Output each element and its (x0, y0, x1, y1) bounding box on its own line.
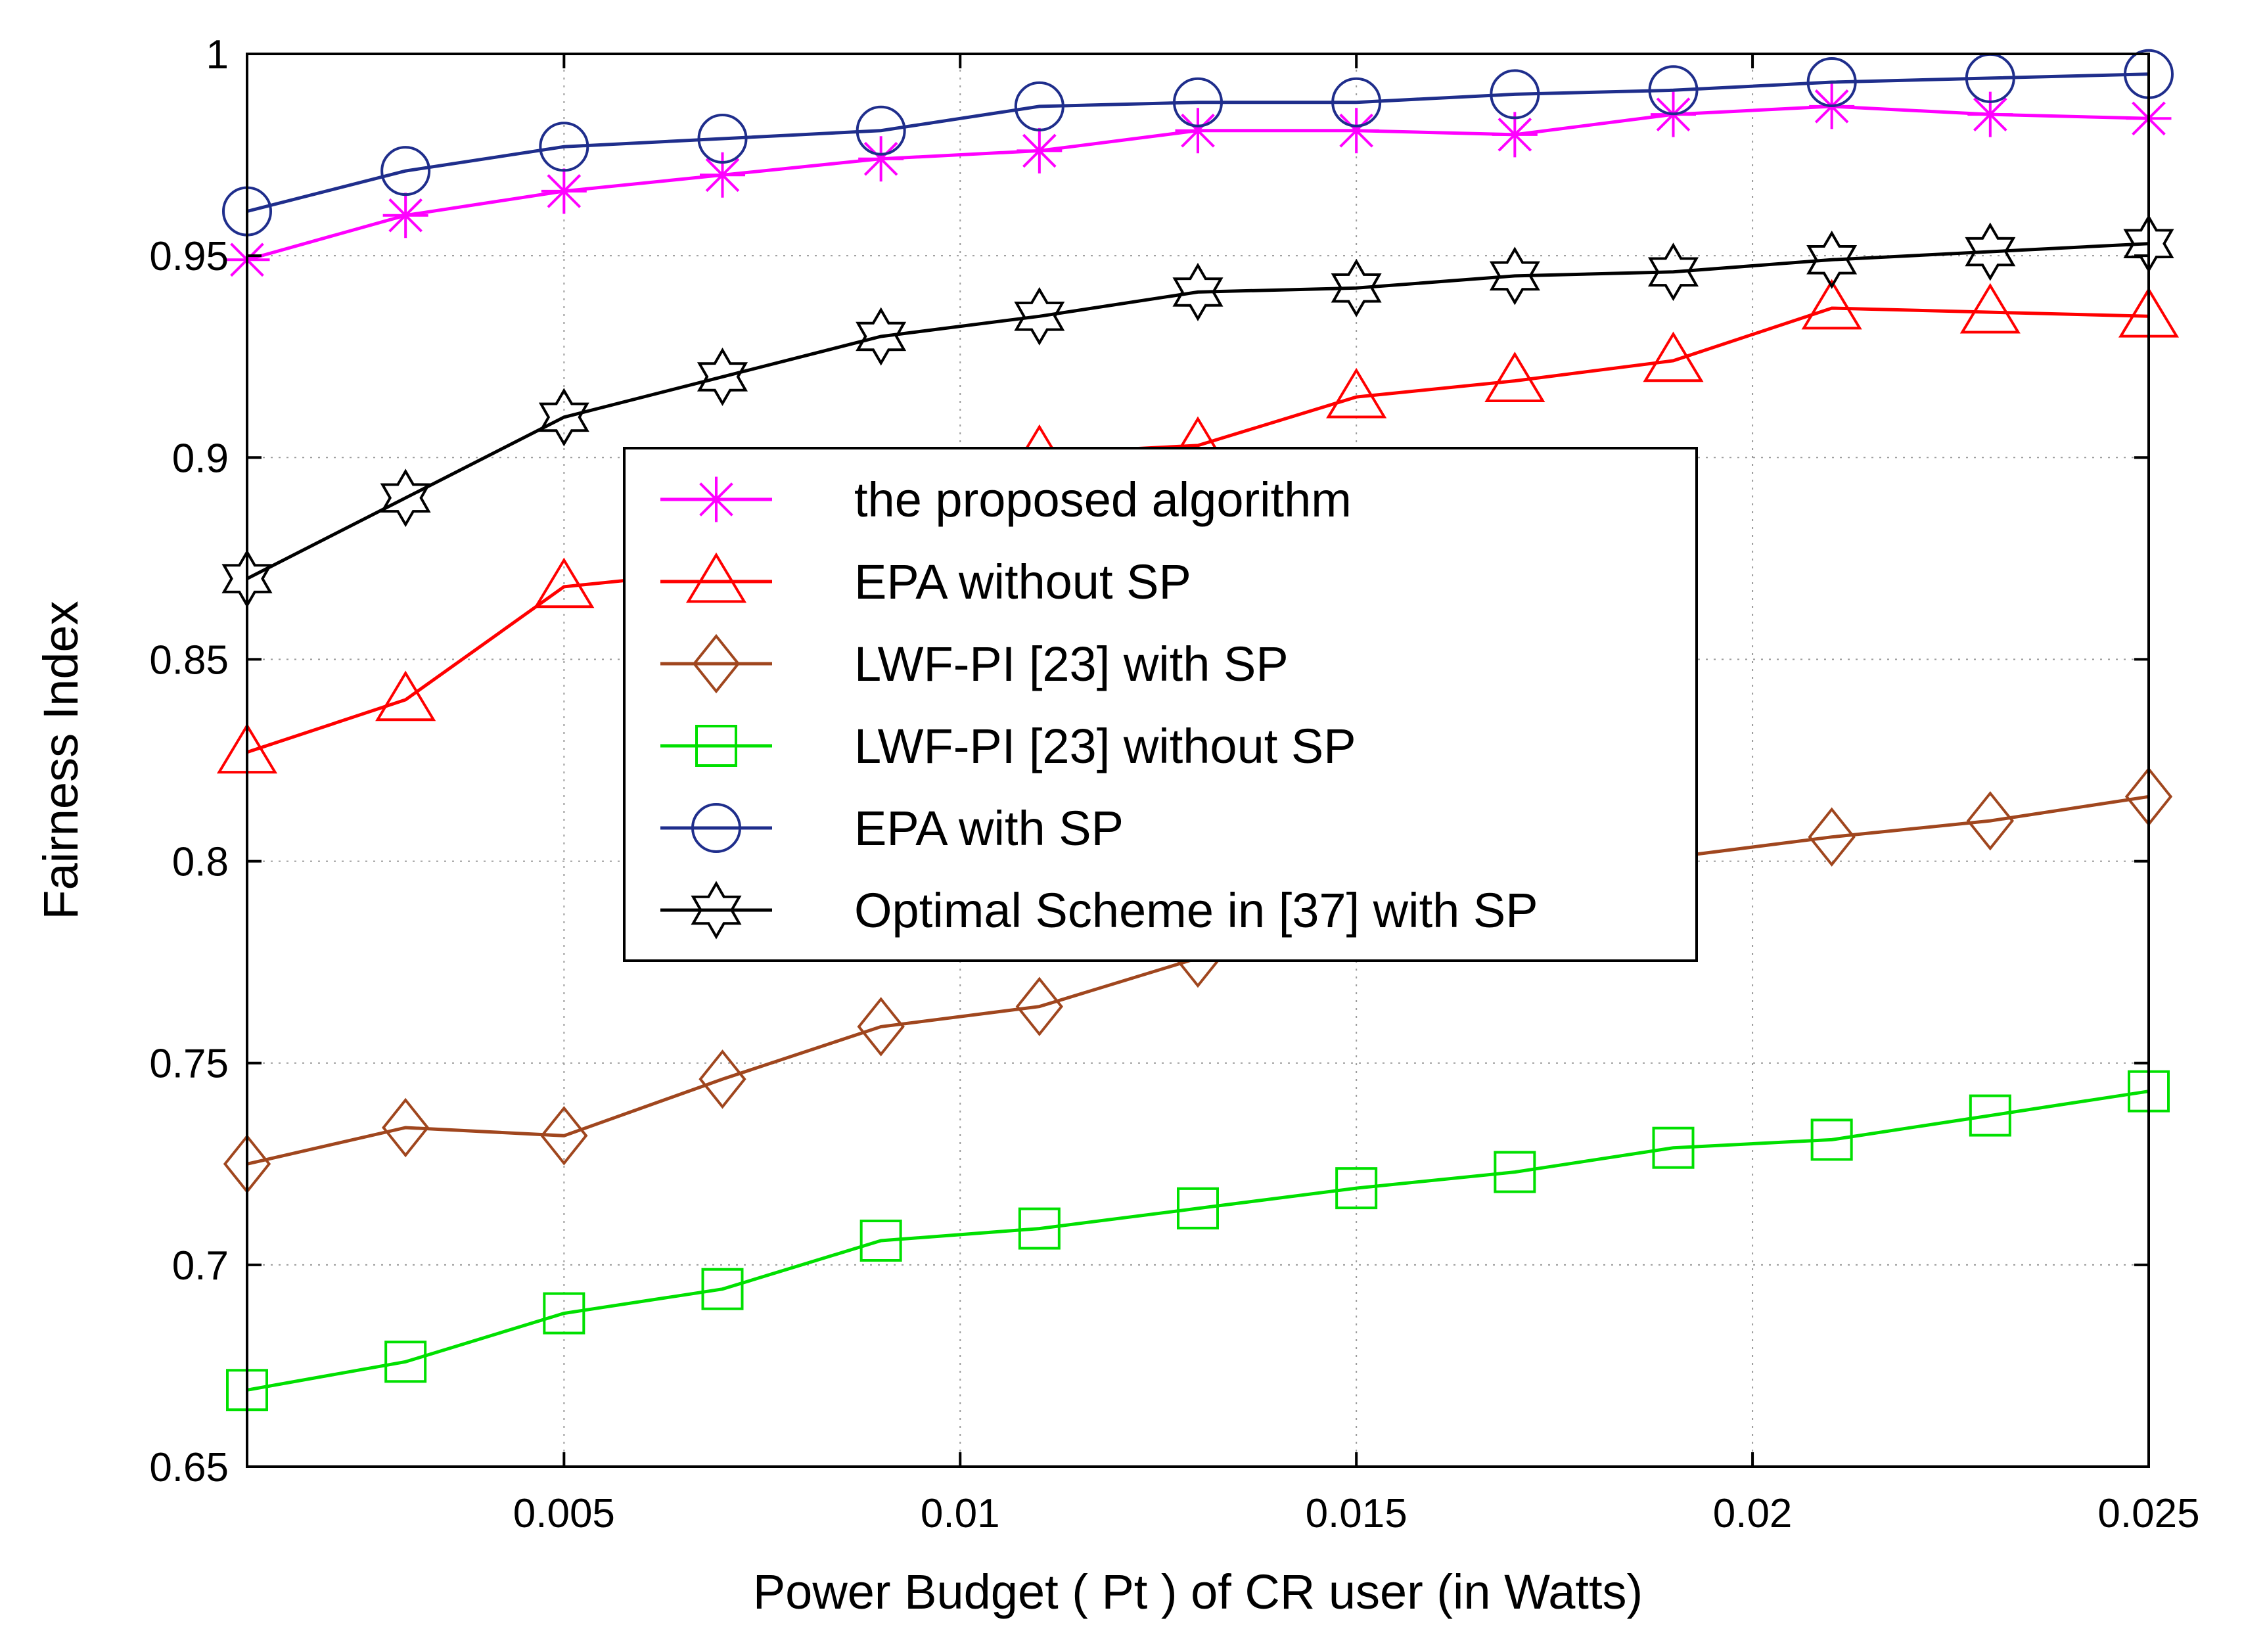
data-point (1173, 77, 1223, 127)
data-point (1966, 791, 2014, 851)
data-point (384, 1341, 427, 1383)
y-tick-label: 0.75 (149, 1042, 229, 1087)
legend-label: EPA with SP (854, 801, 1124, 856)
y-tick-label: 0.95 (149, 234, 229, 279)
data-point (859, 1220, 902, 1262)
data-point (534, 557, 595, 608)
data-point (1492, 112, 1538, 158)
data-point (856, 307, 907, 366)
series-line (246, 72, 2149, 214)
data-point (380, 146, 431, 196)
legend-item: the proposed algorithm (660, 472, 1352, 527)
y-axis-label: Fairness Index (34, 601, 88, 919)
legend-item: Optimal Scheme in [37] with SP (660, 881, 1538, 940)
x-tick-label: 0.01 (921, 1491, 1000, 1536)
legend-item: EPA with SP (660, 801, 1124, 856)
x-tick-label: 0.02 (1713, 1491, 1793, 1536)
series-line (246, 1090, 2149, 1392)
data-point (857, 997, 905, 1057)
data-point (1018, 1207, 1061, 1250)
data-point (543, 1292, 585, 1335)
y-tick-label: 1 (206, 32, 229, 78)
data-point (1014, 81, 1064, 131)
plot-frame (246, 53, 2150, 1468)
data-point (1810, 1118, 1853, 1161)
legend-item: LWF-PI [23] with SP (660, 633, 1289, 694)
x-tick-label: 0.005 (513, 1491, 615, 1536)
data-point (1808, 807, 1856, 867)
data-point (1017, 127, 1063, 173)
data-point (1643, 331, 1704, 382)
legend-marker (695, 725, 737, 767)
data-point (375, 670, 436, 722)
data-point (1967, 91, 2013, 137)
data-point (1014, 287, 1065, 346)
data-point (1494, 1151, 1536, 1193)
data-point (1647, 242, 1699, 302)
data-point (382, 1097, 430, 1158)
y-tick-label: 0.9 (172, 436, 229, 481)
data-point (1331, 258, 1382, 317)
data-point (539, 122, 589, 172)
data-point (1801, 279, 1862, 330)
legend-box (623, 447, 1698, 962)
legend-label: LWF-PI [23] without SP (854, 719, 1356, 773)
legend: the proposed algorithm EPA without SP LWF-… (623, 447, 1698, 962)
series-5 (221, 214, 2174, 608)
y-tick-label: 0.7 (172, 1243, 229, 1289)
legend-item: LWF-PI [23] without SP (660, 719, 1356, 773)
legend-marker (693, 476, 739, 522)
x-tick-label: 0.015 (1306, 1491, 1407, 1536)
data-point (1806, 57, 1857, 107)
x-tick-label: 0.025 (2097, 1491, 2199, 1536)
data-point (1806, 230, 1858, 289)
legend-marker (691, 881, 742, 940)
data-point (1015, 976, 1063, 1036)
data-point (698, 1049, 746, 1109)
data-point (1335, 1167, 1378, 1210)
data-point (1333, 108, 1379, 154)
legend-marker (685, 552, 747, 603)
grid (247, 54, 2149, 1467)
data-point (700, 152, 745, 198)
data-point (538, 388, 589, 447)
x-axis-label: Power Budget ( Pt ) of CR user (in Watts… (753, 1565, 1643, 1619)
data-point (382, 193, 428, 239)
data-point (697, 114, 748, 164)
legend-label: the proposed algorithm (854, 472, 1352, 527)
data-point (1177, 1187, 1219, 1229)
data-point (858, 136, 904, 182)
data-point (1969, 1094, 2011, 1137)
series-line (246, 306, 2149, 754)
data-point (540, 1106, 588, 1166)
data-point (1959, 283, 2021, 334)
legend-marker (691, 803, 741, 853)
legend-label: EPA without SP (854, 555, 1191, 609)
data-point (1326, 367, 1387, 419)
data-point (1648, 65, 1699, 116)
ticks: 0.65 0.7 0.75 0.8 0.85 0.9 0.95 1 0.005 0.01 0.015… (149, 32, 2199, 1536)
data-point (697, 347, 748, 406)
data-point (1652, 1126, 1695, 1169)
data-point (1172, 262, 1224, 321)
data-point (541, 168, 587, 214)
data-point (701, 1268, 744, 1310)
y-tick-label: 0.85 (149, 637, 229, 683)
data-point (380, 469, 431, 528)
data-point (1175, 108, 1221, 154)
data-point (1489, 246, 1540, 306)
y-tick-label: 0.8 (172, 840, 229, 885)
data-point (1484, 352, 1545, 402)
legend-item: EPA without SP (660, 552, 1191, 609)
legend-label: Optimal Scheme in [37] with SP (854, 883, 1538, 938)
legend-label: LWF-PI [23] with SP (854, 637, 1289, 691)
legend-marker (692, 633, 741, 694)
data-point (1331, 77, 1382, 127)
data-point (856, 105, 906, 156)
data-point (1490, 69, 1540, 120)
series-line (246, 242, 2149, 580)
y-tick-label: 0.65 (149, 1445, 229, 1490)
data-point (1965, 222, 2016, 281)
